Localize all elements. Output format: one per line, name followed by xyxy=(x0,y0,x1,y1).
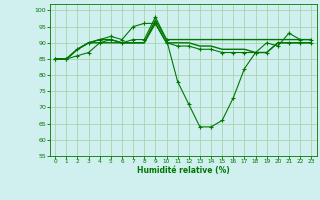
X-axis label: Humidité relative (%): Humidité relative (%) xyxy=(137,166,229,175)
